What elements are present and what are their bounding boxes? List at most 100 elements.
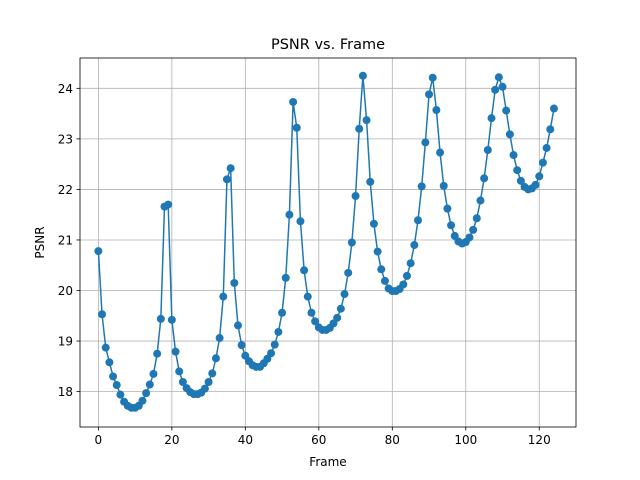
x-tick-label: 120: [528, 433, 551, 447]
data-point: [465, 233, 474, 242]
grid: [80, 58, 576, 427]
data-point: [498, 82, 507, 91]
data-point: [270, 340, 279, 349]
data-point: [469, 225, 478, 234]
data-point: [211, 354, 220, 363]
data-point: [436, 148, 445, 157]
x-tick-label: 80: [385, 433, 400, 447]
data-point: [105, 358, 114, 367]
data-point: [178, 378, 187, 387]
y-axis-title: PSNR: [33, 226, 47, 258]
data-point: [380, 276, 389, 285]
data-point: [483, 146, 492, 154]
data-point: [222, 175, 231, 184]
data-point: [149, 369, 158, 378]
data-point: [112, 381, 121, 390]
data-point: [175, 367, 184, 376]
data-point: [502, 106, 511, 115]
data-point: [487, 114, 496, 123]
data-point: [373, 247, 382, 256]
data-point: [171, 347, 180, 356]
data-point: [366, 177, 375, 186]
data-point: [336, 304, 345, 313]
data-point: [116, 390, 125, 399]
data-point: [472, 214, 481, 223]
x-tick-label: 0: [95, 433, 103, 447]
data-point: [219, 292, 228, 301]
data-point: [307, 308, 316, 317]
y-tick-label: 23: [58, 132, 73, 146]
data-point: [281, 273, 290, 282]
axis-ticks: 0 20 40 60 80 100 120 18 19 20 21 22 23 24: [58, 82, 551, 447]
data-point: [142, 389, 151, 398]
data-point: [109, 372, 118, 381]
data-point: [421, 138, 430, 147]
data-point: [204, 378, 213, 387]
data-point: [138, 396, 147, 405]
data-point: [267, 349, 276, 358]
x-tick-label: 40: [238, 433, 253, 447]
data-point: [428, 73, 437, 82]
data-point: [292, 123, 301, 132]
data-point: [491, 85, 500, 94]
data-point: [494, 73, 503, 82]
data-point: [358, 71, 367, 80]
x-tick-label: 20: [164, 433, 179, 447]
data-point: [516, 176, 525, 185]
data-point: [410, 241, 419, 250]
data-point: [377, 265, 386, 274]
data-point: [278, 308, 287, 317]
data-point: [208, 369, 217, 378]
data-point: [311, 317, 320, 326]
data-point: [300, 266, 309, 275]
data-point: [233, 321, 242, 330]
data-point: [402, 271, 411, 280]
y-tick-label: 20: [58, 284, 73, 298]
chart-title: PSNR vs. Frame: [271, 37, 385, 53]
data-point: [296, 217, 305, 226]
data-point: [546, 125, 555, 134]
y-tick-label: 24: [58, 82, 73, 96]
data-point: [542, 143, 551, 152]
data-point: [274, 327, 283, 336]
data-point: [480, 174, 489, 183]
data-point: [340, 290, 349, 299]
data-point: [362, 116, 371, 125]
data-point: [333, 313, 342, 322]
data-point: [153, 349, 162, 358]
data-point: [98, 310, 107, 319]
data-point: [425, 90, 434, 99]
data-point: [406, 259, 415, 268]
y-tick-label: 19: [58, 335, 73, 349]
data-point: [447, 221, 456, 230]
data-point: [399, 280, 408, 289]
data-point: [230, 278, 239, 287]
data-point: [351, 192, 360, 200]
data-point: [285, 210, 294, 219]
x-axis-title: Frame: [309, 455, 346, 469]
data-point: [505, 130, 514, 139]
data-point: [344, 268, 353, 277]
data-point: [513, 166, 522, 175]
data-point: [439, 181, 448, 190]
y-tick-label: 22: [58, 183, 73, 197]
data-point: [156, 314, 165, 323]
data-point: [101, 343, 110, 352]
data-point: [145, 380, 154, 389]
y-tick-label: 21: [58, 233, 73, 247]
data-point: [226, 164, 235, 173]
data-point: [476, 196, 485, 205]
data-point: [414, 216, 423, 225]
data-point: [303, 292, 312, 301]
data-point: [289, 97, 298, 106]
data-series: [94, 71, 558, 412]
x-tick-label: 60: [311, 433, 326, 447]
data-point: [549, 104, 558, 113]
data-point: [355, 124, 364, 133]
plot-frame: [79, 57, 577, 428]
data-point: [215, 334, 224, 343]
y-tick-label: 18: [58, 385, 73, 399]
data-point: [417, 182, 426, 191]
data-point: [443, 204, 452, 213]
data-point: [237, 341, 246, 350]
